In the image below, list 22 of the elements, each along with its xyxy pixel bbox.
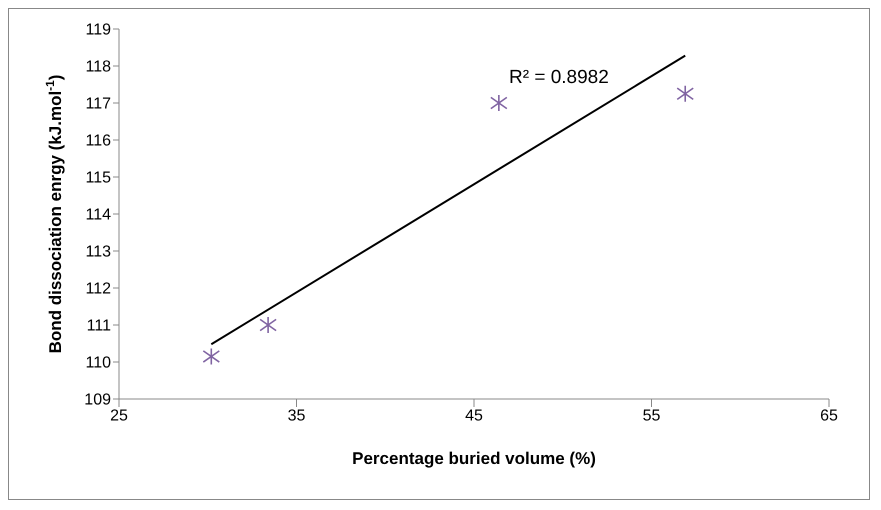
y-tick-label: 115 [85,170,112,187]
y-tick-label: 118 [85,58,112,76]
point [676,84,694,103]
y-tick-label: 119 [85,22,112,39]
point [490,94,508,112]
y-tick-label: 114 [85,206,112,224]
point [202,348,220,366]
y-tick-label: 112 [85,280,112,298]
x-tick-label: 35 [288,407,306,424]
point [259,316,277,334]
y-tick-label: 113 [85,244,112,261]
x-axis-title: Percentage buried volume (%) [352,449,596,468]
y-tick-label: 111 [86,318,112,335]
y-tick-label: 117 [85,96,112,113]
x-tick-label: 45 [465,407,483,424]
x-tick-label: 65 [820,407,838,424]
y-tick-label: 116 [85,132,112,150]
y-tick-label: 110 [85,354,112,372]
annotation: R² = 0.8982 [509,67,609,89]
y-tick-label: 109 [84,392,112,409]
x-tick-label: 55 [642,407,660,424]
x-tick-label: 25 [110,407,128,424]
